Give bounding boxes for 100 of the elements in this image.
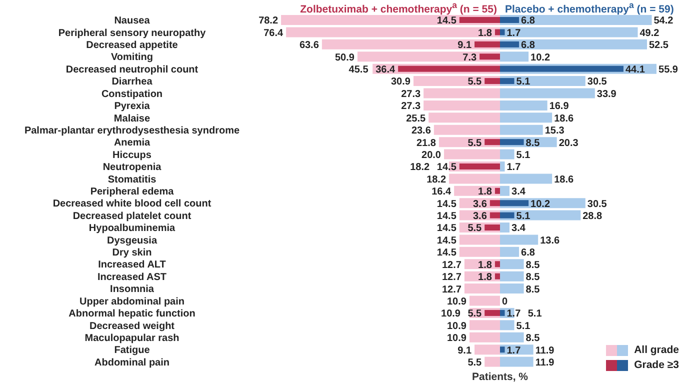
y-tick-label: Maculopapular rash: [84, 332, 180, 344]
data-label: 27.3: [401, 101, 421, 112]
y-tick-label: Dysgeusia: [106, 235, 158, 246]
data-label: 5.5: [468, 76, 482, 88]
data-label: 18.2: [410, 162, 430, 174]
y-tick-label: Nausea: [114, 16, 150, 27]
data-label: 18.2: [426, 174, 446, 186]
y-tick-label: Peripheral sensory neuropathy: [58, 28, 206, 39]
data-label: 30.5: [587, 76, 608, 88]
data-label: 36.4: [376, 64, 396, 76]
data-label: 33.9: [596, 88, 617, 100]
data-label: 0: [502, 296, 508, 308]
data-label: 9.1: [458, 40, 472, 52]
data-label: 14.5: [436, 162, 457, 174]
bar: [469, 296, 500, 306]
y-tick-label: Hiccups: [112, 150, 152, 161]
data-label: 6.8: [521, 40, 536, 52]
data-label: 10.2: [530, 52, 550, 64]
y-tick-label: Vomiting: [110, 52, 154, 64]
data-label: 50.9: [335, 52, 355, 64]
y-tick-label: Abdominal pain: [94, 357, 170, 368]
data-label: 44.1: [625, 64, 646, 76]
data-label: 25.5: [406, 113, 426, 124]
y-tick-label: Decreased neutrophil count: [66, 64, 199, 76]
data-label: 7.3: [462, 52, 477, 64]
data-label: 8.5: [526, 284, 540, 296]
data-label: 10.9: [447, 320, 467, 332]
y-tick-label: Stomatitis: [108, 174, 157, 186]
data-label: 3.6: [473, 211, 488, 222]
data-label: 8.5: [526, 260, 540, 271]
data-label: 11.9: [535, 357, 555, 368]
data-label: 76.4: [264, 28, 284, 39]
bar: [500, 149, 514, 160]
data-label: 3.6: [473, 198, 488, 210]
data-label: 5.1: [516, 320, 531, 332]
data-label: 6.8: [521, 16, 536, 27]
y-tick-label: Decreased white blood cell count: [52, 198, 212, 210]
data-label: 14.5: [436, 235, 457, 246]
data-label: 5.5: [468, 223, 482, 234]
data-label: 30.5: [587, 198, 608, 210]
data-label: 3.4: [512, 186, 526, 198]
data-label: 1.7: [506, 28, 522, 39]
data-label: 8.5: [526, 272, 540, 284]
bar: [494, 261, 500, 268]
chart-title: Zolbetuximab + chemotherapy$^{a}$ (n = 55): [300, 0, 497, 16]
data-label: 14.5: [436, 248, 457, 259]
data-label: 54.2: [654, 16, 674, 27]
bar: [494, 273, 500, 280]
data-label: 8.5: [526, 138, 540, 149]
y-tick-label: Constipation: [101, 88, 163, 100]
legend-label: All grade: [634, 344, 679, 356]
data-label: 5.1: [528, 308, 542, 320]
data-label: 6.8: [521, 248, 536, 259]
data-label: 8.5: [526, 333, 540, 344]
data-label: 12.7: [442, 284, 462, 296]
data-label: 3.4: [512, 223, 526, 234]
y-tick-label: Pyrexia: [114, 101, 150, 112]
data-label: 28.8: [582, 211, 603, 222]
data-label: 1.7: [506, 162, 522, 174]
y-tick-label: Upper abdominal pain: [79, 296, 185, 308]
data-label: 1.7: [506, 308, 522, 320]
data-label: 1.7: [506, 345, 522, 356]
data-label: 27.3: [401, 88, 421, 100]
data-label: 52.5: [649, 40, 669, 52]
y-tick-label: Palmar-plantar erythrodysesthesia syndrome: [24, 125, 240, 136]
data-label: 12.7: [442, 272, 462, 284]
data-label: 1.8: [478, 28, 492, 39]
data-label: 18.6: [554, 174, 574, 186]
x-axis-title: Patients, %: [470, 371, 530, 383]
y-tick-label: Abnormal hepatic function: [68, 308, 196, 320]
y-tick-label: Peripheral edema: [90, 186, 174, 198]
data-label: 9.1: [458, 345, 472, 356]
y-tick-label: Decreased platelet count: [72, 210, 192, 222]
data-label: 10.9: [441, 308, 461, 320]
data-label: 5.1: [516, 76, 531, 88]
data-label: 1.8: [478, 272, 492, 284]
legend-label: Grade ≥3: [634, 359, 679, 371]
data-label: 5.5: [468, 357, 482, 368]
data-label: 78.2: [258, 16, 278, 27]
data-label: 1.8: [478, 260, 492, 271]
y-tick-label: Fatigue: [114, 345, 150, 356]
data-label: 14.5: [436, 16, 457, 27]
y-tick-label: Malaise: [114, 113, 150, 124]
data-label: 1.8: [478, 186, 492, 198]
y-tick-label: Decreased appetite: [86, 40, 178, 52]
data-label: 63.6: [299, 40, 320, 52]
bar: [500, 346, 505, 353]
data-label: 14.5: [436, 211, 457, 222]
data-label: 55.9: [658, 64, 678, 76]
data-label: 5.1: [516, 150, 531, 161]
y-tick-label: Hypoalbuminemia: [88, 223, 176, 234]
data-label: 15.3: [544, 126, 565, 137]
y-tick-label: Insomnia: [110, 284, 154, 296]
chart-title: Placebo + chemotherapy$^{a}$ (n = 59): [505, 0, 674, 16]
data-label: 18.6: [554, 113, 574, 124]
data-label: 10.9: [447, 296, 467, 308]
data-label: 14.5: [436, 223, 457, 234]
y-tick-label: Anemia: [114, 138, 150, 149]
y-tick-label: Decreased weight: [89, 320, 176, 332]
y-tick-label: Diarrhea: [112, 76, 153, 88]
